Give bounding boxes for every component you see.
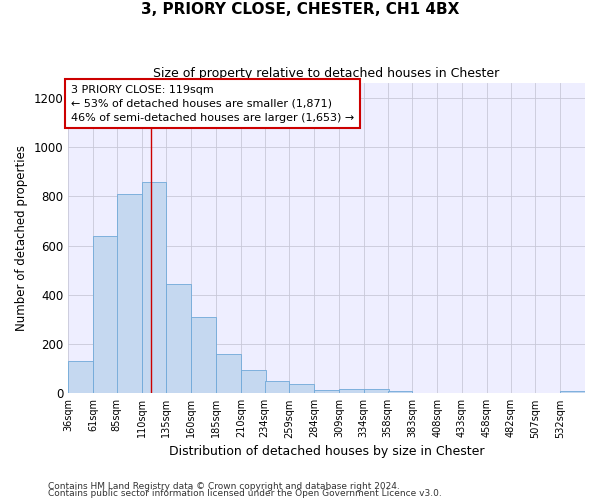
Text: Contains public sector information licensed under the Open Government Licence v3: Contains public sector information licen…: [48, 490, 442, 498]
Bar: [93, 236, 118, 394]
Bar: [68, 362, 93, 394]
Text: 3, PRIORY CLOSE, CHESTER, CH1 4BX: 3, PRIORY CLOSE, CHESTER, CH1 4BX: [141, 2, 459, 18]
Bar: [142, 182, 166, 394]
Bar: [560, 391, 585, 394]
Bar: [265, 380, 289, 394]
Bar: [364, 389, 389, 394]
Text: 3 PRIORY CLOSE: 119sqm
← 53% of detached houses are smaller (1,871)
46% of semi-: 3 PRIORY CLOSE: 119sqm ← 53% of detached…: [71, 84, 354, 122]
X-axis label: Distribution of detached houses by size in Chester: Distribution of detached houses by size …: [169, 444, 484, 458]
Bar: [339, 389, 364, 394]
Bar: [388, 391, 412, 394]
Bar: [314, 390, 339, 394]
Bar: [289, 384, 314, 394]
Bar: [191, 318, 216, 394]
Text: Contains HM Land Registry data © Crown copyright and database right 2024.: Contains HM Land Registry data © Crown c…: [48, 482, 400, 491]
Bar: [166, 284, 191, 394]
Bar: [241, 370, 266, 394]
Y-axis label: Number of detached properties: Number of detached properties: [15, 145, 28, 331]
Bar: [117, 194, 142, 394]
Title: Size of property relative to detached houses in Chester: Size of property relative to detached ho…: [154, 68, 500, 80]
Bar: [216, 354, 241, 394]
